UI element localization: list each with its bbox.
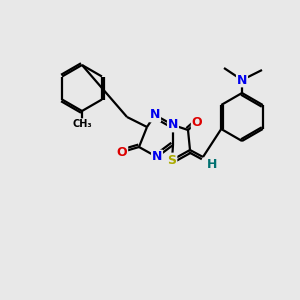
Text: N: N — [168, 118, 178, 131]
Text: O: O — [117, 146, 127, 158]
Text: N: N — [237, 74, 247, 86]
Text: O: O — [192, 116, 202, 128]
Text: H: H — [207, 158, 217, 172]
Text: N: N — [152, 151, 162, 164]
Text: S: S — [167, 154, 176, 166]
Text: CH₃: CH₃ — [72, 119, 92, 129]
Text: N: N — [150, 109, 160, 122]
